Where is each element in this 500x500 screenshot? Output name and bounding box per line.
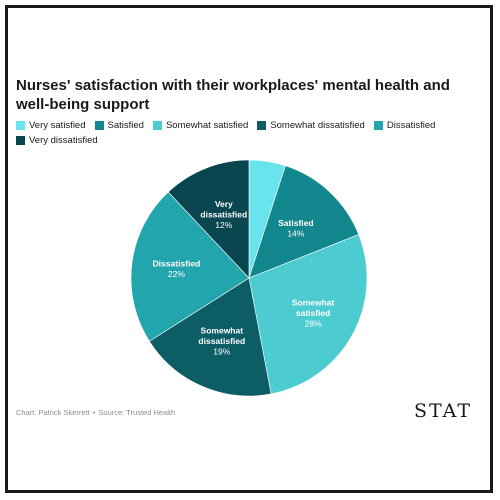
slice-label: Somewhat dissatisfied 19% bbox=[198, 325, 245, 356]
legend-label: Very dissatisfied bbox=[29, 135, 98, 146]
pie-slice-satisfied bbox=[248, 165, 360, 279]
pie-slice-very-dissatisfied bbox=[167, 159, 250, 279]
legend-item-satisfied: Satisfied bbox=[94, 119, 144, 132]
stat-logo: STAT bbox=[413, 400, 472, 422]
pie-slice-dissatisfied bbox=[130, 191, 250, 342]
legend-label: Dissatisfied bbox=[386, 120, 436, 131]
chart-footer: Chart: Patrick Skerrett • Source: Trusted … bbox=[16, 408, 175, 417]
legend-item-very-dissatisfied: Very dissatisfied bbox=[16, 134, 98, 147]
footer-separator: • bbox=[92, 408, 96, 417]
slice-label: Dissatisfied 22% bbox=[153, 259, 201, 280]
legend-swatch bbox=[16, 136, 25, 145]
chart-credit: Chart: Patrick Skerrett bbox=[16, 408, 90, 417]
chart-title: Nurses' satisfaction with their workplac… bbox=[16, 77, 450, 113]
legend-label: Satisfied bbox=[107, 120, 144, 131]
legend-label: Very satisfied bbox=[29, 120, 86, 131]
legend-label: Somewhat dissatisfied bbox=[270, 120, 365, 131]
legend-item-very-satisfied: Very satisfied bbox=[16, 119, 86, 132]
slice-label: Somewhat satisfied 28% bbox=[292, 298, 335, 329]
pie-slice-somewhat-satisfied bbox=[248, 234, 368, 395]
slice-label: Very dissatisfied 12% bbox=[200, 199, 247, 230]
legend-swatch bbox=[16, 121, 25, 130]
chart-legend: Very satisfied Satisfied Somewhat satisfie… bbox=[16, 119, 486, 147]
legend-item-somewhat-satisfied: Somewhat satisfied bbox=[152, 119, 249, 132]
legend-swatch bbox=[373, 121, 383, 130]
legend-swatch bbox=[94, 121, 104, 130]
pie-slice-somewhat-dissatisfied bbox=[148, 277, 272, 397]
slice-label: Satisfied 14% bbox=[278, 218, 313, 239]
chart-source: Source: Trusted Health bbox=[98, 408, 176, 417]
legend-item-somewhat-dissatisfied: Somewhat dissatisfied bbox=[257, 119, 365, 132]
legend-swatch bbox=[257, 121, 267, 130]
legend-label: Somewhat satisfied bbox=[165, 120, 249, 131]
legend-item-dissatisfied: Dissatisfied bbox=[373, 119, 436, 132]
legend-swatch bbox=[152, 121, 162, 130]
